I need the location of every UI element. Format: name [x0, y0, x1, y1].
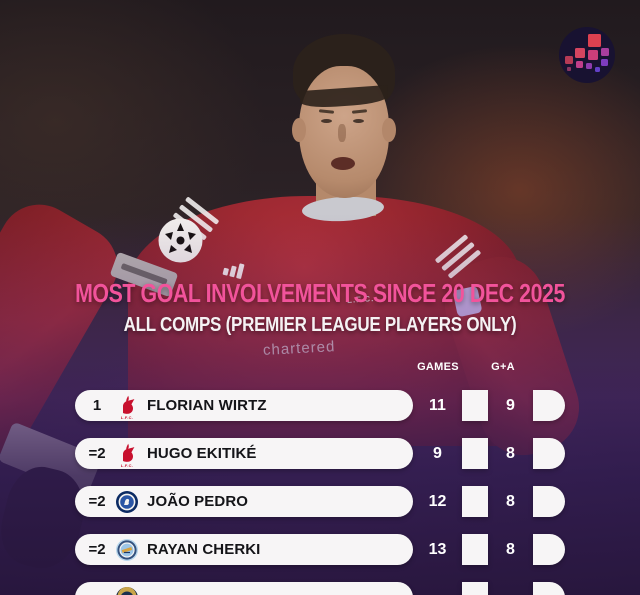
player-pill — [75, 582, 413, 595]
games-column-header: GAMES — [417, 361, 459, 373]
games-value: 11 — [429, 396, 446, 414]
row-end-cap — [533, 390, 565, 421]
player-pill: 1 L.F.C. FLORIAN WIRTZ — [75, 390, 413, 421]
row-end-cap — [533, 582, 565, 595]
games-value: 12 — [428, 492, 447, 510]
analytics-squares-logo-icon — [557, 25, 617, 85]
rank-label: =2 — [88, 541, 106, 558]
player-nose — [338, 124, 346, 142]
ranking-table: 1 L.F.C. FLORIAN WIRTZ 11 9 =2 L.F.C. HU… — [75, 390, 565, 595]
player-ear — [382, 118, 396, 142]
rank-label: =2 — [88, 445, 106, 462]
ga-column-header: G+A — [491, 361, 515, 373]
row-end-cap — [533, 438, 565, 469]
column-separator — [462, 390, 488, 421]
champions-league-starball-icon — [157, 217, 204, 264]
table-row: =2 L.F.C. HUGO EKITIKÉ 9 8 — [75, 438, 565, 469]
games-value — [413, 582, 462, 595]
rank-label: =2 — [88, 493, 106, 510]
table-row: =2 JOÃO PEDRO 12 8 — [75, 486, 565, 517]
ga-value — [488, 582, 533, 595]
liverpool-crest-icon: L.F.C. — [115, 394, 139, 420]
page-subtitle: ALL COMPS (PREMIER LEAGUE PLAYERS ONLY) — [123, 314, 517, 336]
page-title: MOST GOAL INVOLVEMENTS SINCE 20 DEC 2025 — [75, 278, 565, 308]
manchester-city-crest-icon — [115, 538, 139, 562]
column-headers: GAMES G+A — [0, 361, 640, 375]
games-value: 13 — [428, 540, 447, 558]
player-eye — [353, 119, 364, 123]
table-row-partial — [75, 582, 565, 595]
ga-value: 8 — [506, 492, 515, 510]
player-pill: =2 RAYAN CHERKI — [75, 534, 413, 565]
liverpool-crest-icon: L.F.C. — [115, 442, 139, 468]
lfc-crest-label: L.F.C. — [120, 414, 134, 420]
games-value: 9 — [433, 444, 442, 462]
row-end-cap — [533, 486, 565, 517]
chelsea-crest-icon — [115, 490, 139, 514]
player-mouth — [331, 157, 355, 170]
player-ear — [292, 118, 306, 142]
player-name: JOÃO PEDRO — [147, 493, 249, 510]
column-separator — [462, 582, 488, 595]
player-name: RAYAN CHERKI — [147, 541, 261, 558]
column-separator — [462, 438, 488, 469]
player-name: HUGO EKITIKÉ — [147, 445, 257, 462]
row-end-cap — [533, 534, 565, 565]
ga-value: 8 — [506, 444, 515, 462]
lfc-crest-label: L.F.C. — [120, 462, 134, 468]
table-row: 1 L.F.C. FLORIAN WIRTZ 11 9 — [75, 390, 565, 421]
player-pill: =2 JOÃO PEDRO — [75, 486, 413, 517]
player-name: FLORIAN WIRTZ — [147, 397, 267, 414]
player-pill: =2 L.F.C. HUGO EKITIKÉ — [75, 438, 413, 469]
ga-value: 9 — [506, 396, 515, 414]
club-crest-icon — [115, 586, 139, 595]
column-separator — [462, 486, 488, 517]
ga-value: 8 — [506, 540, 515, 558]
rank-label: 1 — [92, 397, 102, 414]
player-eye — [321, 119, 332, 123]
table-row: =2 RAYAN CHERKI 13 8 — [75, 534, 565, 565]
column-separator — [462, 534, 488, 565]
